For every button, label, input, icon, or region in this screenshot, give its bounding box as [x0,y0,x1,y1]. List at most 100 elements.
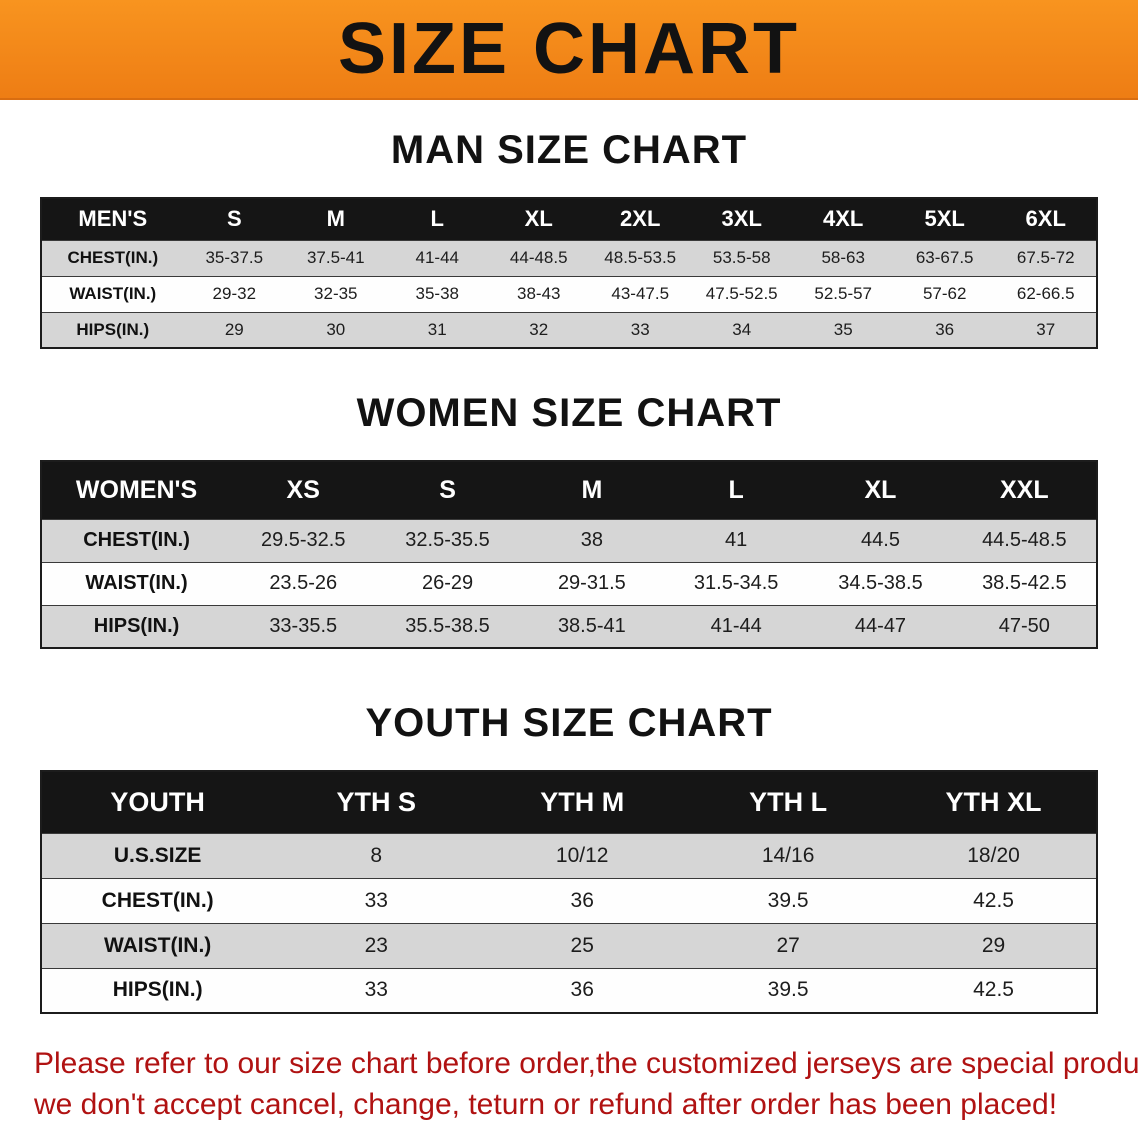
measurement-value-cell: 31 [386,311,488,348]
measurement-row: HIPS(IN.) 29 30 31 32 33 34 35 36 37 [41,311,1097,348]
measurement-value-cell: 41-44 [386,239,488,276]
measurement-value-cell: 35.5-38.5 [375,604,520,648]
measurement-value-cell: 29-32 [183,275,286,312]
measurement-value-cell: 44.5 [808,518,953,562]
measurement-value-cell: 34.5-38.5 [808,561,953,605]
measurement-value-cell: 18/20 [891,832,1097,878]
measurement-row: CHEST(IN.) 35-37.5 37.5-41 41-44 44-48.5 48.5… [41,239,1097,276]
measurement-value-cell: 44-48.5 [488,239,590,276]
measurement-value-cell: 26-29 [375,561,520,605]
disclaimer-line-1: Please refer to our size chart before or… [34,1047,1138,1080]
measurement-label-cell: HIPS(IN.) [41,604,232,648]
size-label-cell: 6XL [995,198,1097,240]
table-category-cell: MEN'S [41,198,184,240]
measurement-value-cell: 41 [664,518,809,562]
size-label-cell: 5XL [893,198,996,240]
measurement-value-cell: 36 [479,967,686,1013]
measurement-value-cell: 35-38 [386,275,488,312]
size-label-cell: L [664,461,809,519]
measurement-value-cell: 37 [995,311,1097,348]
measurement-value-cell: 38.5-41 [519,604,665,648]
measurement-value-cell: 38.5-42.5 [952,561,1097,605]
measurement-value-cell: 8 [273,832,480,878]
measurement-value-cell: 35 [792,311,894,348]
measurement-row: WAIST(IN.) 29-32 32-35 35-38 38-43 43-47.5 47.… [41,275,1097,312]
women-size-section: WOMEN SIZE CHART WOMEN'S XS S M L XL XXL CHEST(… [0,391,1138,649]
measurement-value-cell: 23 [273,922,480,968]
measurement-row: HIPS(IN.) 33 36 39.5 42.5 [41,967,1097,1013]
size-label-cell: XXL [952,461,1097,519]
measurement-value-cell: 29 [183,311,286,348]
size-label-cell: XS [231,461,376,519]
measurement-value-cell: 30 [285,311,387,348]
measurement-label-cell: U.S.SIZE [41,832,274,878]
table-category-cell: YOUTH [41,771,274,833]
size-label-cell: XL [488,198,590,240]
measurement-value-cell: 29-31.5 [519,561,665,605]
youth-section-heading: YOUTH SIZE CHART [365,701,773,745]
disclaimer-line-2: we don't accept cancel, change, teturn o… [34,1087,1058,1121]
measurement-value-cell: 44-47 [808,604,953,648]
measurement-value-cell: 63-67.5 [893,239,996,276]
measurement-value-cell: 38 [519,518,665,562]
measurement-value-cell: 10/12 [479,832,686,878]
size-label-cell: S [183,198,286,240]
measurement-value-cell: 23.5-26 [231,561,376,605]
table-category-cell: WOMEN'S [41,461,232,519]
measurement-row: CHEST(IN.) 33 36 39.5 42.5 [41,877,1097,923]
measurement-value-cell: 39.5 [685,877,892,923]
disclaimer: Please refer to our size chart before or… [34,1044,1138,1125]
measurement-value-cell: 36 [479,877,686,923]
measurement-value-cell: 33 [273,877,480,923]
measurement-value-cell: 25 [479,922,686,968]
size-header-row: WOMEN'S XS S M L XL XXL [41,461,1097,519]
measurement-value-cell: 35-37.5 [183,239,286,276]
measurement-label-cell: WAIST(IN.) [41,561,232,605]
men-size-section: MAN SIZE CHART MEN'S S M L XL 2XL 3XL 4XL 5XL 6XL… [0,128,1138,349]
measurement-value-cell: 36 [893,311,996,348]
size-header-row: YOUTH YTH S YTH M YTH L YTH XL [41,771,1097,833]
size-label-cell: M [285,198,387,240]
measurement-value-cell: 29.5-32.5 [231,518,376,562]
measurement-row: WAIST(IN.) 23 25 27 29 [41,922,1097,968]
size-label-cell: YTH XL [891,771,1097,833]
measurement-value-cell: 32-35 [285,275,387,312]
size-label-cell: 2XL [589,198,691,240]
measurement-value-cell: 27 [685,922,892,968]
measurement-value-cell: 58-63 [792,239,894,276]
measurement-row: CHEST(IN.) 29.5-32.5 32.5-35.5 38 41 44.5 44.5… [41,518,1097,562]
measurement-value-cell: 33 [589,311,691,348]
size-label-cell: YTH M [479,771,686,833]
measurement-value-cell: 53.5-58 [690,239,793,276]
measurement-value-cell: 33-35.5 [231,604,376,648]
measurement-row: WAIST(IN.) 23.5-26 26-29 29-31.5 31.5-34.5 34… [41,561,1097,605]
page-title: SIZE CHART [338,9,800,89]
measurement-label-cell: HIPS(IN.) [41,311,184,348]
measurement-value-cell: 48.5-53.5 [589,239,691,276]
measurement-value-cell: 67.5-72 [995,239,1097,276]
measurement-value-cell: 33 [273,967,480,1013]
size-label-cell: S [375,461,520,519]
size-chart-banner: SIZE CHART [0,0,1138,100]
measurement-value-cell: 44.5-48.5 [952,518,1097,562]
measurement-value-cell: 41-44 [664,604,809,648]
size-label-cell: YTH L [685,771,892,833]
size-label-cell: L [386,198,488,240]
measurement-value-cell: 37.5-41 [285,239,387,276]
measurement-label-cell: WAIST(IN.) [41,922,274,968]
size-label-cell: M [519,461,665,519]
measurement-value-cell: 47.5-52.5 [690,275,793,312]
measurement-value-cell: 29 [891,922,1097,968]
measurement-label-cell: WAIST(IN.) [41,275,184,312]
measurement-value-cell: 43-47.5 [589,275,691,312]
measurement-label-cell: CHEST(IN.) [41,877,274,923]
measurement-value-cell: 34 [690,311,793,348]
measurement-value-cell: 42.5 [891,877,1097,923]
measurement-label-cell: HIPS(IN.) [41,967,274,1013]
women-section-heading: WOMEN SIZE CHART [356,391,782,435]
measurement-row: U.S.SIZE 8 10/12 14/16 18/20 [41,832,1097,878]
measurement-value-cell: 31.5-34.5 [664,561,809,605]
men-section-heading: MAN SIZE CHART [390,128,748,172]
measurement-label-cell: CHEST(IN.) [41,239,184,276]
men-size-table: MEN'S S M L XL 2XL 3XL 4XL 5XL 6XL CHEST(IN.) 35-37… [40,197,1098,349]
